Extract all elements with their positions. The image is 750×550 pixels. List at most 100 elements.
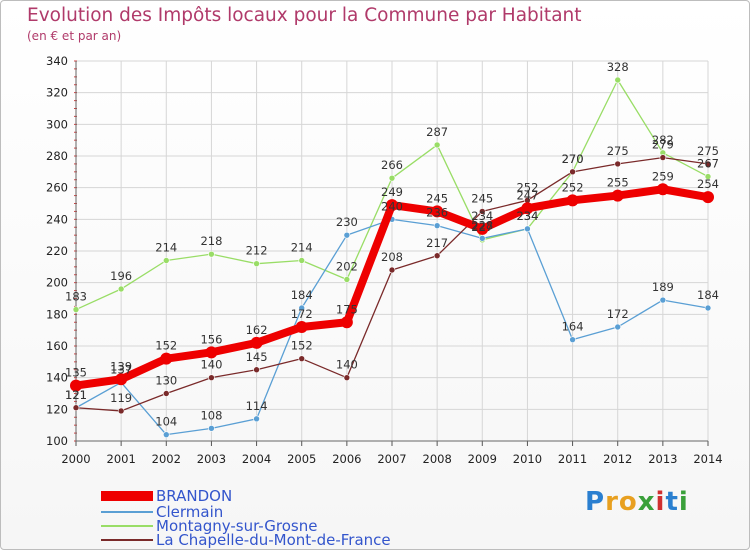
data-label: 275 (607, 144, 629, 158)
data-label: 328 (607, 60, 629, 74)
data-point (343, 231, 351, 239)
proxiti-logo: Proxiti (585, 487, 689, 517)
data-label: 214 (291, 241, 313, 255)
data-point (295, 321, 308, 333)
legend-swatch-clermain (101, 511, 153, 513)
data-point (115, 373, 128, 386)
logo-letter: o (618, 487, 638, 517)
data-point (117, 407, 125, 415)
data-label: 140 (200, 358, 222, 372)
data-label: 218 (200, 234, 222, 248)
data-label: 259 (652, 169, 674, 183)
data-point (566, 194, 579, 207)
logo-letter: x (637, 487, 656, 517)
data-label: 247 (516, 188, 538, 202)
data-label: 183 (65, 290, 87, 304)
data-label: 162 (246, 323, 268, 337)
data-point (162, 431, 170, 438)
data-point (614, 76, 622, 84)
data-point (524, 225, 531, 233)
data-point (343, 276, 351, 283)
legend-label-clermain: Clermain (156, 503, 224, 521)
data-label: 234 (516, 209, 538, 223)
data-point (431, 205, 444, 218)
data-point (702, 191, 714, 204)
data-label: 130 (155, 374, 177, 388)
data-label: 184 (291, 288, 313, 302)
data-point (298, 355, 306, 362)
data-point (569, 336, 576, 343)
data-point (433, 141, 441, 149)
y-tick-label: 120 (46, 402, 68, 416)
data-point (704, 173, 712, 180)
x-tick-label: 2014 (693, 452, 722, 466)
data-point (162, 257, 170, 264)
data-label: 104 (155, 415, 177, 429)
x-tick-label: 2012 (603, 452, 632, 466)
y-tick-label: 160 (46, 339, 68, 353)
x-tick-label: 2006 (332, 452, 361, 466)
data-label: 234 (516, 209, 538, 223)
y-tick-label: 320 (46, 86, 68, 100)
y-tick-label: 140 (46, 371, 68, 385)
data-label: 119 (110, 391, 132, 405)
data-label: 255 (607, 176, 629, 190)
data-label: 184 (697, 288, 719, 302)
y-tick-label: 100 (46, 434, 68, 448)
logo-letter: i (678, 487, 689, 517)
logo-letter: i (655, 487, 666, 517)
series-lines (70, 76, 714, 438)
logo-letter: r (605, 487, 619, 517)
data-label: 202 (336, 260, 358, 274)
legend-label-la-chapelle: La Chapelle-du-Mont-de-France (156, 531, 391, 549)
data-point (253, 415, 260, 423)
data-point (478, 208, 486, 215)
data-point (659, 154, 667, 161)
data-label: 196 (110, 269, 132, 283)
data-label: 234 (471, 209, 493, 223)
y-tick-label: 340 (46, 54, 68, 68)
data-label: 279 (652, 138, 674, 152)
y-tick-label: 200 (46, 276, 68, 290)
data-label: 139 (110, 359, 132, 373)
y-tick-label: 300 (46, 117, 68, 131)
data-label: 217 (426, 236, 448, 250)
data-point (208, 374, 215, 381)
data-point (298, 304, 306, 312)
data-label: 227 (471, 220, 493, 234)
data-point (659, 296, 667, 304)
data-point (611, 189, 624, 202)
data-point (656, 183, 669, 196)
data-point (117, 285, 125, 293)
y-tick-label: 280 (46, 149, 68, 163)
data-label: 164 (562, 320, 584, 334)
data-label: 228 (471, 218, 493, 232)
data-label: 121 (65, 388, 87, 402)
data-label: 152 (291, 339, 313, 353)
x-tick-label: 2004 (242, 452, 271, 466)
data-point (340, 316, 353, 329)
data-label: 108 (200, 408, 222, 422)
data-label: 266 (381, 158, 403, 172)
data-point (388, 174, 396, 182)
data-point (569, 168, 576, 176)
data-label: 145 (246, 350, 268, 364)
data-label: 212 (246, 244, 268, 258)
x-tick-label: 2007 (377, 452, 406, 466)
x-tick-label: 2011 (558, 452, 587, 466)
data-point (704, 304, 712, 312)
y-tick-label: 260 (46, 181, 68, 195)
data-label: 245 (426, 191, 448, 205)
y-tick-label: 220 (46, 244, 68, 258)
data-point (208, 425, 215, 432)
data-point (253, 260, 260, 267)
axes: 100 120 140 160 180 200 220 240 260 280 300 320 340 2… (46, 54, 723, 466)
x-tick-label: 2003 (197, 452, 226, 466)
data-label: 245 (471, 191, 493, 205)
data-point (343, 374, 351, 381)
x-tick-label: 2009 (468, 452, 497, 466)
x-tick-label: 2010 (513, 452, 542, 466)
data-label: 267 (697, 157, 719, 171)
x-tick-label: 2002 (152, 452, 181, 466)
data-point (478, 235, 486, 242)
